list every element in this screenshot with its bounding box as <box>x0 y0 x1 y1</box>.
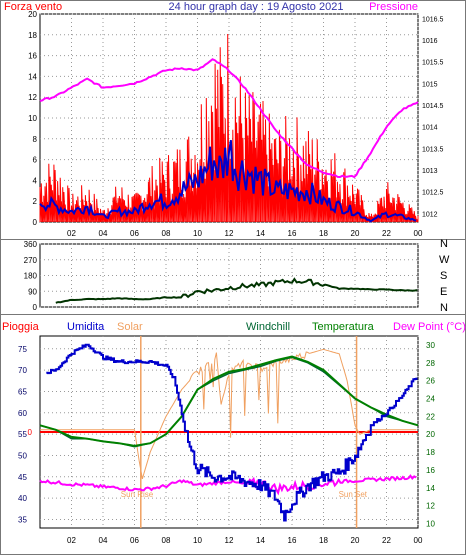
wind-y-tick: 4 <box>33 176 38 185</box>
hum-y-tick: 70 <box>18 366 27 375</box>
hum-x-tick: 14 <box>256 536 265 545</box>
rain-zero-label: 0 <box>28 428 33 437</box>
wind-x-tick: 06 <box>130 229 139 238</box>
hum-y-tick: 45 <box>18 473 27 482</box>
dewpoint-series <box>39 474 417 496</box>
wind-y-tick: 14 <box>28 72 37 81</box>
wind-x-tick: 12 <box>225 229 234 238</box>
hum-x-tick: 10 <box>193 536 202 545</box>
wind-y-tick: 6 <box>33 156 38 165</box>
hum-x-tick: 04 <box>99 536 108 545</box>
pressure-y-tick: 1014.5 <box>422 103 444 110</box>
pressure-axis-label: Pressione <box>369 1 418 13</box>
wind-x-tick: 22 <box>382 229 391 238</box>
hum-y-tick: 75 <box>18 345 27 354</box>
pressure-y-tick: 1013 <box>422 168 438 175</box>
wind-x-tick: 16 <box>288 229 297 238</box>
temp-y-tick: 12 <box>426 502 435 511</box>
hum-x-tick: 06 <box>130 536 139 545</box>
temp-y-tick: 14 <box>426 484 435 493</box>
hum-y-tick: 60 <box>18 409 27 418</box>
temp-y-tick: 22 <box>426 412 435 421</box>
hum-y-tick: 35 <box>18 515 27 524</box>
compass-n-bottom: N <box>440 302 448 314</box>
temp-y-tick: 26 <box>426 377 435 386</box>
direction-series <box>55 277 418 304</box>
wind-y-tick: 20 <box>28 10 37 19</box>
hum-x-tick: 22 <box>382 536 391 545</box>
temp-y-tick: 16 <box>426 466 435 475</box>
legend-solar: Solar <box>117 321 143 333</box>
wind-gust-series <box>39 33 419 223</box>
legend-rain: Pioggia <box>2 321 40 333</box>
sunrise-label: Sun Rise <box>121 490 154 499</box>
hum-x-tick: 18 <box>319 536 328 545</box>
hum-y-tick: 40 <box>18 494 27 503</box>
pressure-series <box>39 58 419 179</box>
wind-x-tick: 04 <box>99 229 108 238</box>
pressure-y-tick: 1014 <box>422 125 438 132</box>
temp-y-tick: 30 <box>426 341 435 350</box>
hum-y-tick: 55 <box>18 430 27 439</box>
wind-x-tick: 10 <box>193 229 202 238</box>
hum-y-tick: 50 <box>18 451 27 460</box>
hum-x-tick: 00 <box>414 536 423 545</box>
hum-y-tick: 65 <box>18 387 27 396</box>
humidity-series <box>46 343 418 522</box>
wind-y-tick: 2 <box>33 197 38 206</box>
solar-series <box>40 348 417 480</box>
compass-n-top: N <box>440 238 448 250</box>
direction-y-tick: 360 <box>24 240 38 249</box>
wind-y-tick: 10 <box>28 114 37 123</box>
wind-x-tick: 14 <box>256 229 265 238</box>
wind-x-tick: 08 <box>162 229 171 238</box>
pressure-y-tick: 1015.5 <box>422 60 444 67</box>
hum-x-tick: 16 <box>288 536 297 545</box>
pressure-y-tick: 1013.5 <box>422 146 444 153</box>
wind-y-tick: 16 <box>28 52 37 61</box>
pressure-y-tick: 1012 <box>422 211 438 218</box>
direction-y-tick: 270 <box>24 256 38 265</box>
wind-y-tick: 0 <box>33 218 38 227</box>
wind-x-tick: 02 <box>67 229 76 238</box>
temp-y-tick: 18 <box>426 448 435 457</box>
compass-w: W <box>439 254 450 266</box>
legend-dewpoint: Dew Point (°C) <box>393 321 466 333</box>
wind-x-tick: 18 <box>319 229 328 238</box>
wind-y-tick: 12 <box>28 93 37 102</box>
temp-y-tick: 20 <box>426 430 435 439</box>
hum-x-tick: 02 <box>67 536 76 545</box>
temperature-series <box>39 355 419 447</box>
wind-y-tick: 18 <box>28 31 37 40</box>
compass-s: S <box>440 270 447 282</box>
direction-y-tick: 0 <box>33 303 38 312</box>
pressure-y-tick: 1012.5 <box>422 190 444 197</box>
legend-windchill: Windchill <box>246 321 290 333</box>
hum-x-tick: 08 <box>162 536 171 545</box>
pressure-y-tick: 1016.5 <box>422 16 444 23</box>
wind-x-tick: 00 <box>414 229 423 238</box>
wind-axis-label: Forza vento <box>4 1 62 13</box>
hum-x-tick: 20 <box>351 536 360 545</box>
wind-avg-series <box>39 140 417 223</box>
pressure-y-tick: 1015 <box>422 81 438 88</box>
pressure-y-tick: 1016 <box>422 38 438 45</box>
direction-y-tick: 90 <box>28 287 37 296</box>
legend-temperature: Temperatura <box>312 321 375 333</box>
temp-y-tick: 24 <box>426 395 435 404</box>
wind-y-tick: 8 <box>33 135 38 144</box>
direction-y-tick: 180 <box>24 272 38 281</box>
sunset-label: Sun Set <box>339 490 368 499</box>
temp-y-tick: 28 <box>426 359 435 368</box>
legend-humidity: Umidita <box>67 321 105 333</box>
temp-y-tick: 10 <box>426 520 435 529</box>
wind-x-tick: 20 <box>351 229 360 238</box>
hum-x-tick: 12 <box>225 536 234 545</box>
chart-title: 24 hour graph day : 19 Agosto 2021 <box>169 1 344 13</box>
compass-e: E <box>440 286 447 298</box>
